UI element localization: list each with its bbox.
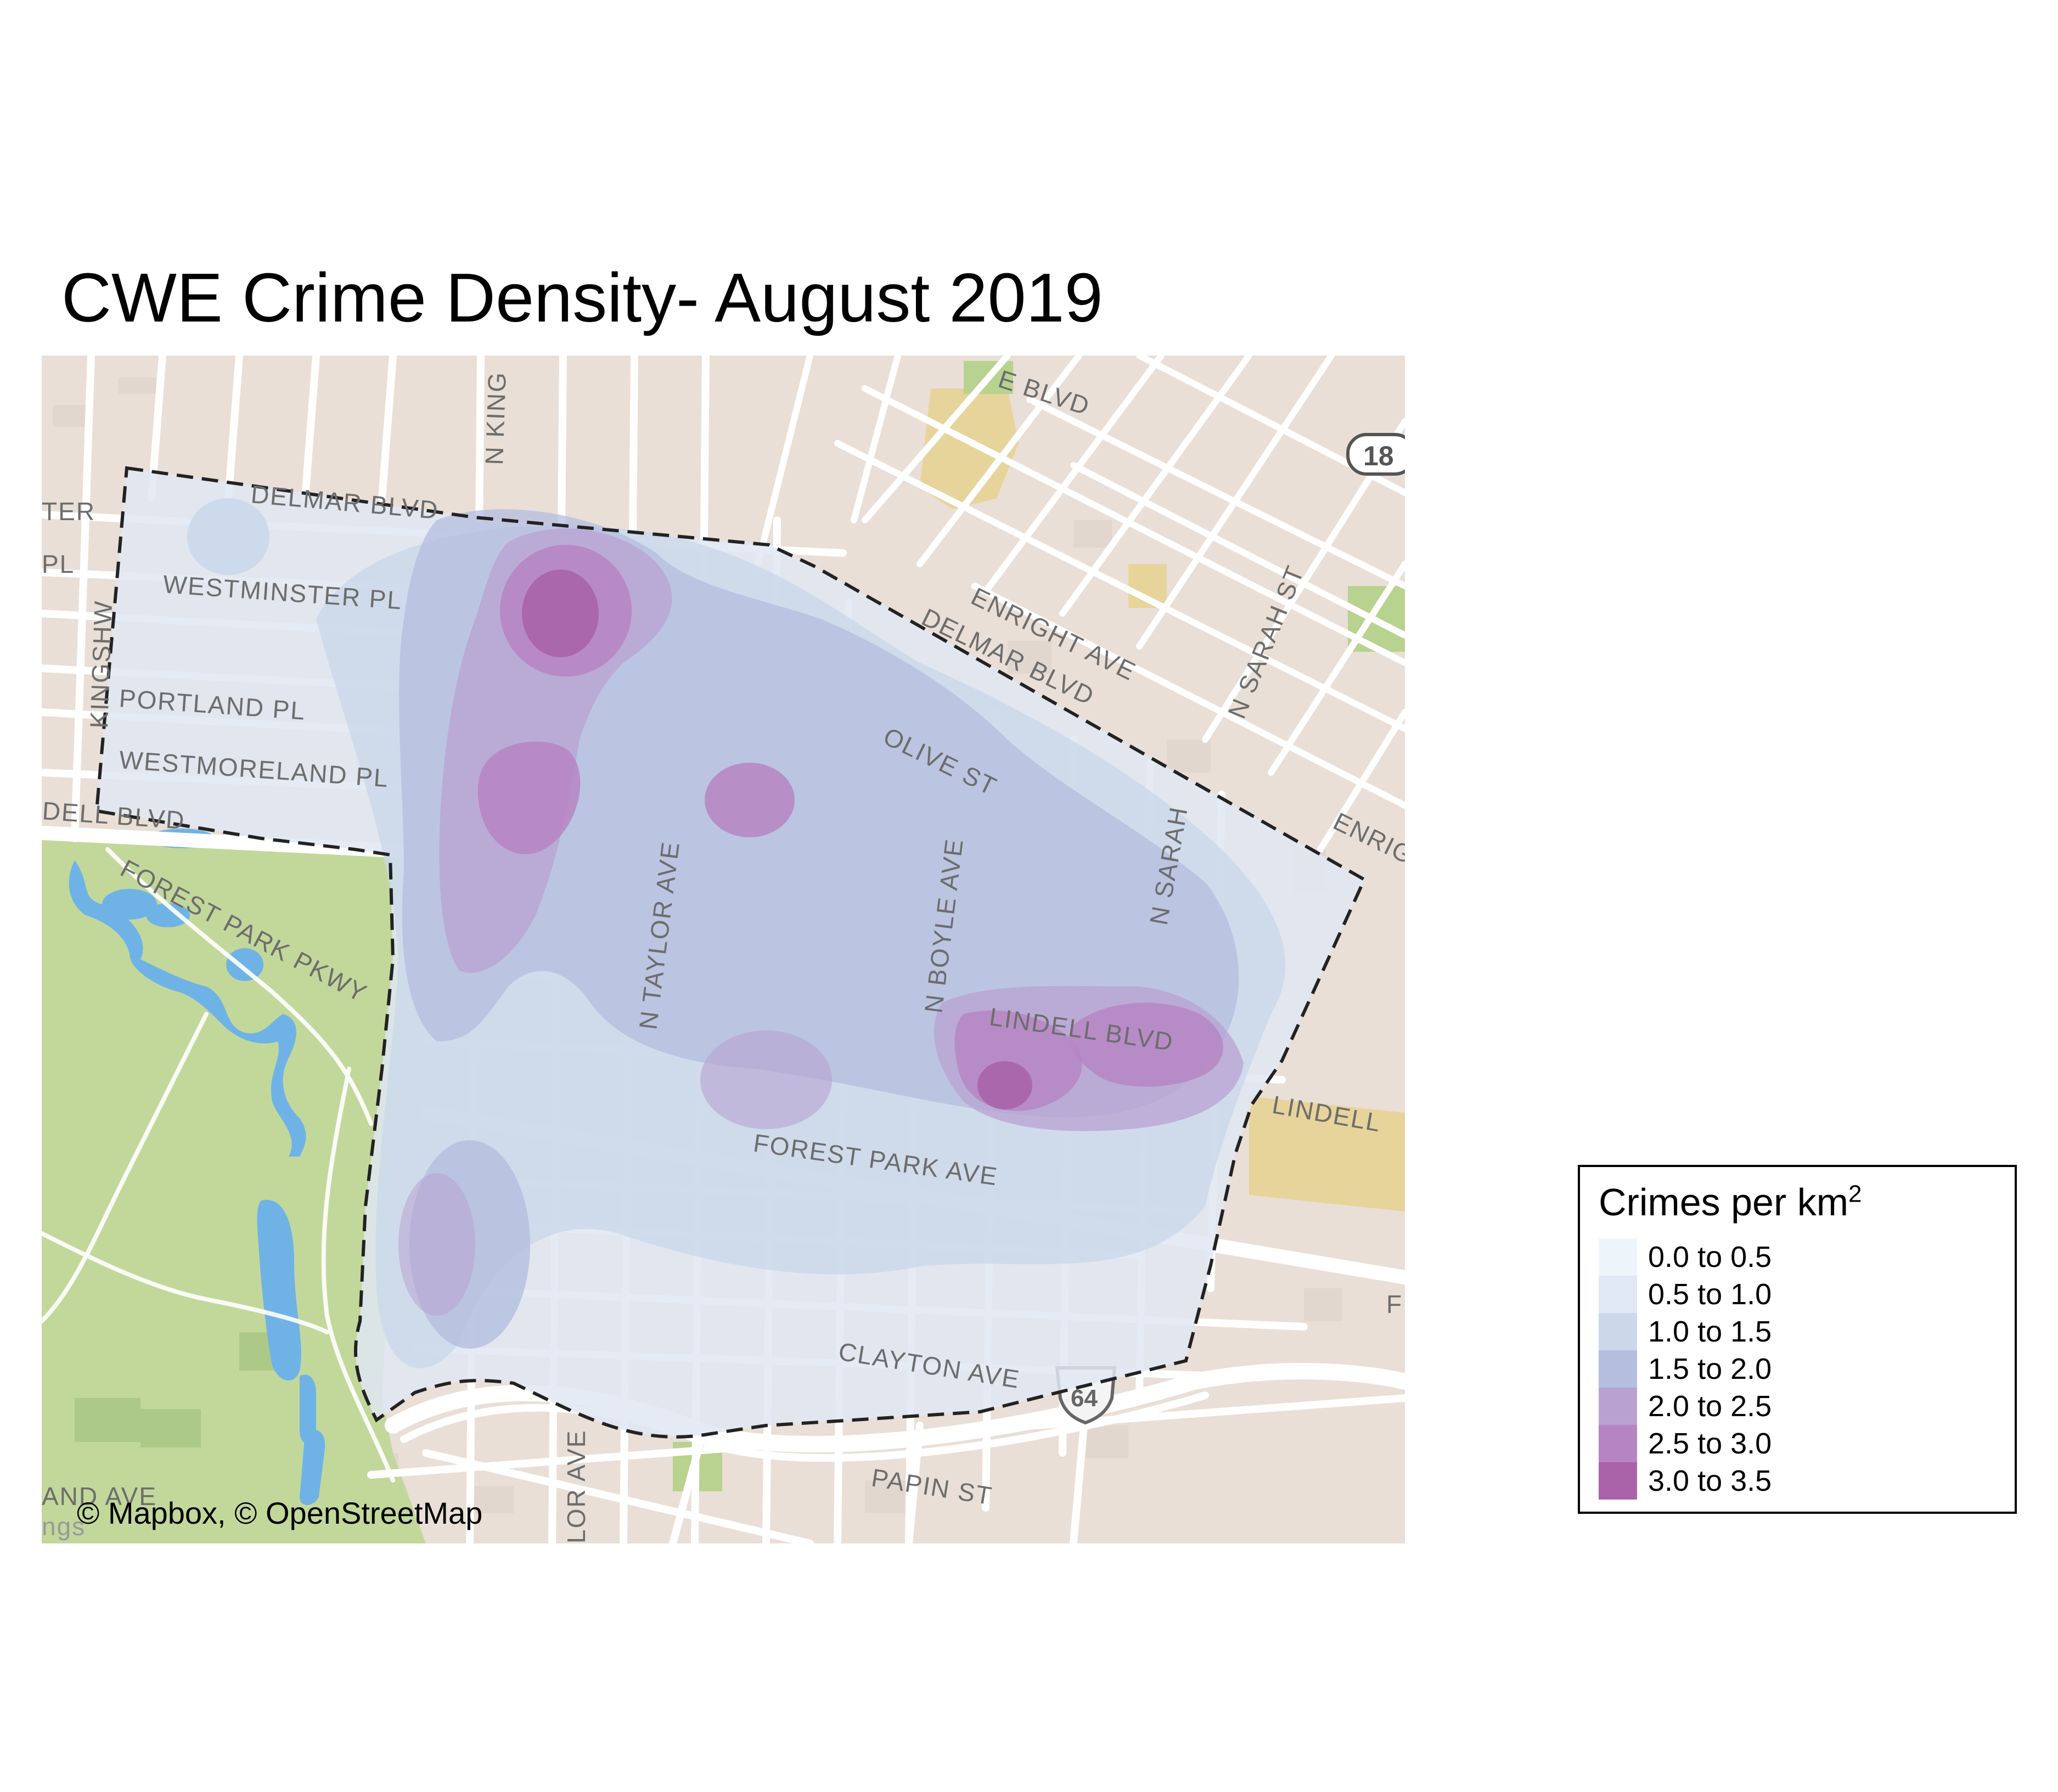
map-attribution: © Mapbox, © OpenStreetMap bbox=[77, 1496, 483, 1530]
legend-item: 3.0 to 3.5 bbox=[1599, 1462, 1772, 1500]
map-canvas: 18 64 bbox=[42, 356, 1405, 1543]
legend-item: 2.0 to 2.5 bbox=[1599, 1388, 1772, 1425]
label-and-ave: AND AVE bbox=[42, 1482, 157, 1511]
legend-label: 0.5 to 1.0 bbox=[1648, 1278, 1772, 1311]
legend-item: 1.0 to 1.5 bbox=[1599, 1313, 1772, 1350]
route-shield: 18 bbox=[1346, 433, 1405, 476]
legend-label: 2.5 to 3.0 bbox=[1648, 1427, 1772, 1460]
legend-label: 2.0 to 2.5 bbox=[1648, 1390, 1772, 1423]
legend-label: 3.0 to 3.5 bbox=[1648, 1464, 1772, 1497]
legend-item: 1.5 to 2.0 bbox=[1599, 1350, 1772, 1388]
legend-title-text: Crimes per km bbox=[1599, 1181, 1849, 1224]
legend-swatch bbox=[1599, 1462, 1637, 1500]
forest-park bbox=[42, 833, 426, 1543]
legend-title: Crimes per km2 bbox=[1599, 1180, 1862, 1224]
legend-title-superscript: 2 bbox=[1848, 1180, 1862, 1208]
legend-swatch bbox=[1599, 1238, 1637, 1276]
label-taylor-south: LOR AVE bbox=[562, 1430, 591, 1543]
legend-label: 1.0 to 1.5 bbox=[1648, 1315, 1772, 1348]
density-overlay bbox=[97, 468, 1364, 1437]
legend-swatch bbox=[1599, 1425, 1637, 1462]
map-title: CWE Crime Density- August 2019 bbox=[61, 259, 1103, 336]
legend-swatch bbox=[1599, 1350, 1637, 1388]
legend-swatch bbox=[1599, 1388, 1637, 1425]
route-shield-label: 18 bbox=[1363, 441, 1394, 471]
legend-item: 0.5 to 1.0 bbox=[1599, 1276, 1772, 1313]
label-kingshwy-west: KINGSHW bbox=[85, 600, 117, 729]
label-f-east: F bbox=[1386, 1290, 1403, 1318]
map-panel[interactable]: 18 64 bbox=[42, 356, 1405, 1543]
interstate-label: 64 bbox=[1071, 1385, 1098, 1412]
label-ngs: ngs bbox=[42, 1512, 86, 1541]
label-ter: TER bbox=[42, 497, 95, 526]
legend-label: 1.5 to 2.0 bbox=[1648, 1353, 1772, 1385]
density-legend: Crimes per km2 0.0 to 0.5 0.5 to 1.0 1.0… bbox=[1578, 1165, 2017, 1514]
campus-areas bbox=[673, 361, 1405, 1491]
label-pl: PL bbox=[42, 550, 75, 578]
legend-item: 0.0 to 0.5 bbox=[1599, 1238, 1772, 1276]
legend-swatch bbox=[1599, 1276, 1637, 1313]
legend-item: 2.5 to 3.0 bbox=[1599, 1425, 1772, 1462]
cwe-boundary bbox=[94, 466, 1367, 1439]
legend-label: 0.0 to 0.5 bbox=[1648, 1241, 1772, 1273]
legend-swatch bbox=[1599, 1313, 1637, 1350]
label-n-kings: N KING bbox=[480, 371, 511, 465]
water-features bbox=[69, 829, 325, 1505]
